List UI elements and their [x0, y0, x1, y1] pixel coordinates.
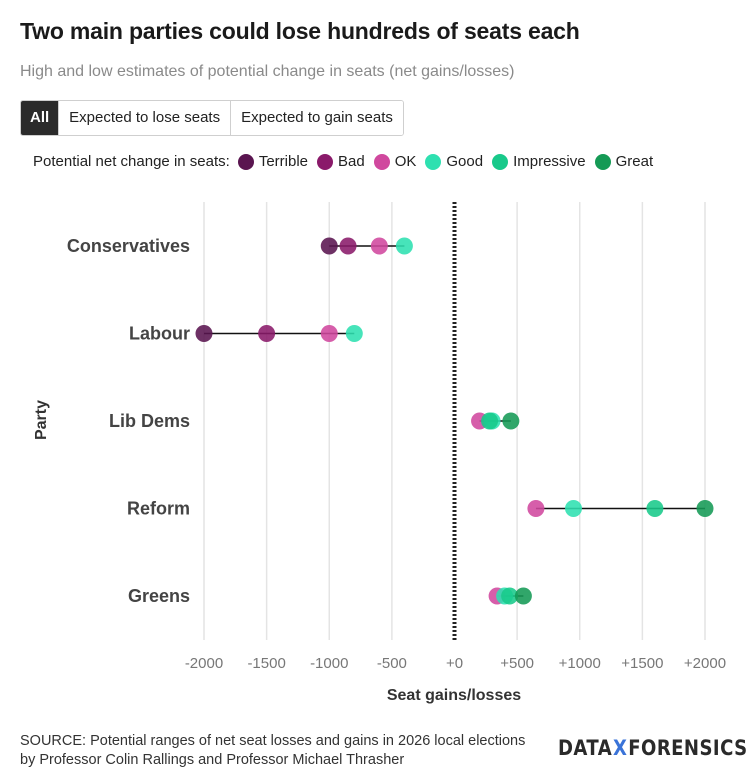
- legend-dot-great: [594, 153, 611, 170]
- point-reform-ok[interactable]: [527, 500, 545, 517]
- logo-word-forensics: FORENSICS: [628, 736, 748, 760]
- legend-label-impressive: Impressive: [513, 153, 586, 170]
- data-points: [195, 237, 714, 605]
- legend-label-ok: OK: [394, 153, 417, 170]
- legend-title: Potential net change in seats:: [33, 153, 230, 170]
- category-labels: Conservatives Labour Lib Dems Reform Greens: [67, 236, 190, 606]
- x-tick-label: +0: [446, 655, 463, 672]
- legend-item-impressive: Impressive: [492, 153, 586, 170]
- point-labour-bad[interactable]: [258, 325, 276, 342]
- point-reform-impressive[interactable]: [646, 500, 664, 517]
- point-reform-good[interactable]: [564, 500, 582, 517]
- point-labour-ok[interactable]: [320, 325, 338, 342]
- point-conservatives-good[interactable]: [395, 237, 413, 255]
- legend-dot-ok: [373, 153, 390, 170]
- legend-item-ok: OK: [373, 153, 417, 170]
- x-tick-label: -1000: [310, 655, 348, 672]
- x-tick-label: +500: [500, 655, 534, 672]
- legend-item-good: Good: [425, 153, 483, 170]
- x-tick-label: +1000: [559, 655, 601, 672]
- filter-button-group: All Expected to lose seats Expected to g…: [20, 100, 404, 136]
- point-lib-dems-great[interactable]: [502, 412, 520, 430]
- point-conservatives-bad[interactable]: [339, 237, 357, 255]
- x-tick-label: -1500: [247, 655, 285, 672]
- point-greens-great[interactable]: [514, 587, 532, 605]
- filter-lose-seats-button[interactable]: Expected to lose seats: [59, 101, 232, 135]
- x-tick-label: -500: [377, 655, 407, 672]
- legend-label-good: Good: [446, 153, 484, 170]
- legend-label-great: Great: [615, 153, 654, 170]
- chart-subtitle: High and low estimates of potential chan…: [20, 63, 515, 80]
- point-labour-good[interactable]: [345, 325, 363, 342]
- legend-dot-impressive: [492, 153, 509, 170]
- logo-x-mark: X: [613, 736, 628, 760]
- point-reform-great[interactable]: [696, 500, 714, 517]
- point-conservatives-ok[interactable]: [370, 237, 388, 255]
- point-lib-dems-impressive[interactable]: [481, 412, 499, 430]
- category-label-greens: Greens: [128, 586, 190, 606]
- point-labour-terrible[interactable]: [195, 325, 213, 342]
- x-tick-label: +1500: [621, 655, 663, 672]
- category-label-conservatives: Conservatives: [67, 236, 190, 256]
- legend-item-great: Great: [594, 153, 654, 170]
- legend-dot-bad: [317, 153, 333, 170]
- data-forensics-logo: DATAXFORENSICS: [558, 736, 748, 760]
- legend-dot-terrible: [237, 153, 254, 170]
- legend-item-terrible: Terrible: [237, 153, 308, 170]
- logo-word-data: DATA: [558, 736, 613, 760]
- legend-dot-good: [425, 153, 442, 170]
- filter-all-button[interactable]: All: [21, 101, 60, 135]
- x-tick-label: -2000: [185, 655, 223, 672]
- category-label-reform: Reform: [127, 499, 190, 519]
- category-label-lib-dems: Lib Dems: [109, 411, 190, 431]
- chart-title: Two main parties could lose hundreds of …: [20, 18, 580, 44]
- category-label-labour: Labour: [129, 324, 190, 344]
- y-axis-title: Party: [33, 400, 50, 440]
- point-conservatives-terrible[interactable]: [320, 237, 338, 255]
- filter-gain-seats-button[interactable]: Expected to gain seats: [231, 101, 403, 135]
- x-tick-labels: -2000 -1500 -1000 -500 +0 +500 +1000 +1500 +2000: [185, 655, 726, 672]
- legend-label-bad: Bad: [338, 153, 365, 170]
- point-greens-impressive[interactable]: [501, 587, 519, 605]
- legend: Potential net change in seats: Terrible …: [33, 153, 662, 170]
- x-axis-title: Seat gains/losses: [387, 687, 521, 704]
- legend-label-terrible: Terrible: [258, 153, 308, 170]
- source-note: SOURCE: Potential ranges of net seat los…: [20, 733, 526, 768]
- x-tick-label: +2000: [684, 655, 726, 672]
- legend-item-bad: Bad: [317, 153, 365, 170]
